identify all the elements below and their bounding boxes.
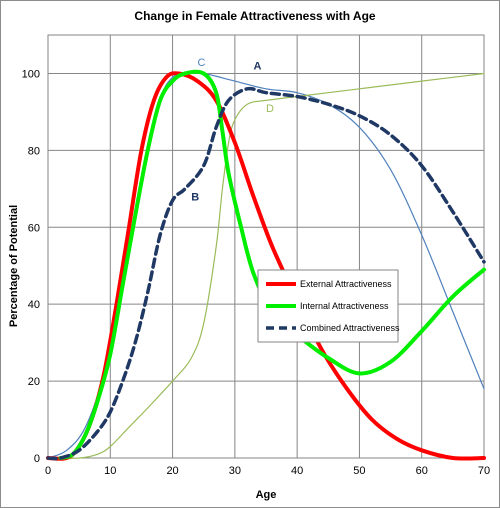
legend-label: Combined Attractiveness [300,323,400,333]
series-line-internal-attractiveness [58,69,486,460]
x-tick-label: 40 [291,465,303,477]
curve-label-c: C [197,57,205,69]
curve-label-a: A [254,61,262,73]
series-line-curve-a [47,72,485,459]
tick-labels: 0 10 20 30 40 50 60 70 0 20 40 60 80 100 [22,68,490,477]
series-line-combined-attractiveness [46,86,486,461]
curve-label-b: B [191,191,199,203]
y-tick-label: 20 [28,376,40,388]
x-tick-label: 70 [478,465,490,477]
curve-label-d: D [266,103,274,115]
y-tick-label: 0 [34,453,40,465]
plot-area [47,34,485,459]
legend-label: External Attractiveness [300,279,392,289]
grid [47,35,485,459]
y-axis-title: Percentage of Potential [8,205,20,327]
chart-title: Change in Female Attractiveness with Age [134,9,375,23]
y-tick-label: 100 [22,68,40,80]
series-layer [46,69,486,461]
y-tick-label: 60 [28,222,40,234]
y-tick-label: 80 [28,145,40,157]
x-tick-label: 60 [416,465,428,477]
x-axis-title: Age [256,489,277,501]
curve-labels: A B C D [191,57,274,204]
series-line-curve-d [47,72,485,459]
x-tick-label: 10 [104,465,116,477]
x-tick-label: 0 [45,465,51,477]
legend: External Attractiveness Internal Attracti… [257,269,400,343]
x-tick-label: 50 [353,465,365,477]
x-tick-label: 30 [229,465,241,477]
legend-label: Internal Attractiveness [300,301,389,311]
y-tick-label: 40 [28,299,40,311]
x-tick-label: 20 [166,465,178,477]
